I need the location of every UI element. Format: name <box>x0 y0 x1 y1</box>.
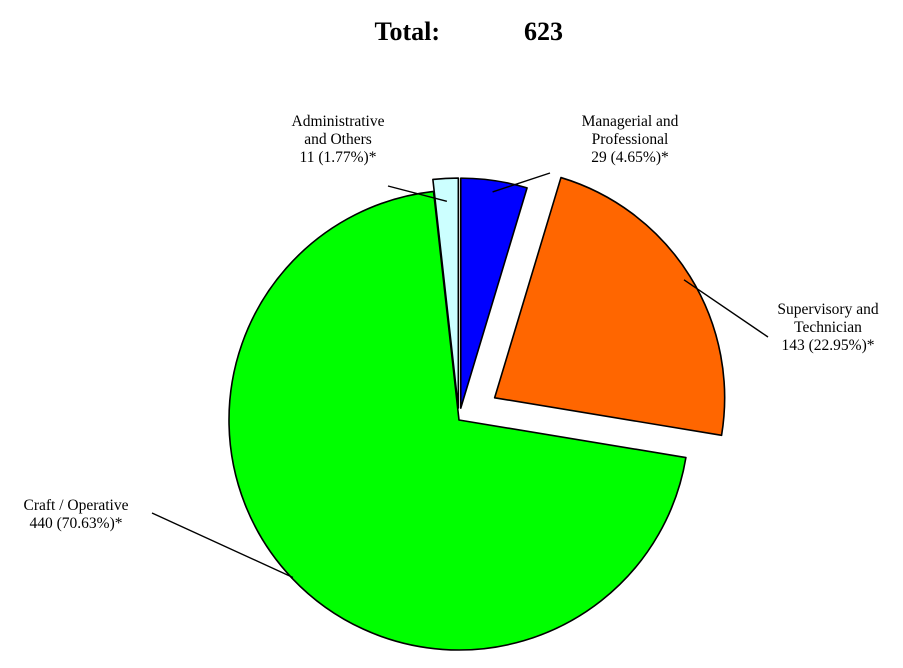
leader-line-2 <box>151 512 294 579</box>
pie-slice-2 <box>228 190 687 651</box>
slice-label-3-line-2: 11 (1.77%)* <box>300 149 377 166</box>
chart-title-label: Total: <box>375 17 441 46</box>
slice-label-2-line-1: 440 (70.63%)* <box>30 515 123 532</box>
pie-slices <box>228 176 726 651</box>
slice-label-3-line-0: Administrative <box>292 113 385 130</box>
pie-slice-3 <box>432 177 460 409</box>
leader-lines <box>151 172 769 579</box>
chart-title-value: 623 <box>524 17 563 46</box>
slice-label-1-line-1: Technician <box>794 319 862 336</box>
slice-label-0-line-1: Professional <box>592 131 669 148</box>
slice-label-2-line-0: Craft / Operative <box>23 497 128 514</box>
leader-line-1 <box>683 279 769 338</box>
slice-label-0-line-0: Managerial and <box>582 113 679 130</box>
pie-slice-1 <box>493 176 726 437</box>
slice-label-1-line-0: Supervisory and <box>777 301 878 318</box>
slice-label-0-line-2: 29 (4.65%)* <box>591 149 669 166</box>
leader-line-3 <box>387 185 448 203</box>
pie-slice-0 <box>459 177 528 409</box>
slice-label-3-line-1: and Others <box>304 131 372 148</box>
slice-label-1-line-2: 143 (22.95%)* <box>782 337 875 354</box>
leader-line-0 <box>492 172 551 193</box>
